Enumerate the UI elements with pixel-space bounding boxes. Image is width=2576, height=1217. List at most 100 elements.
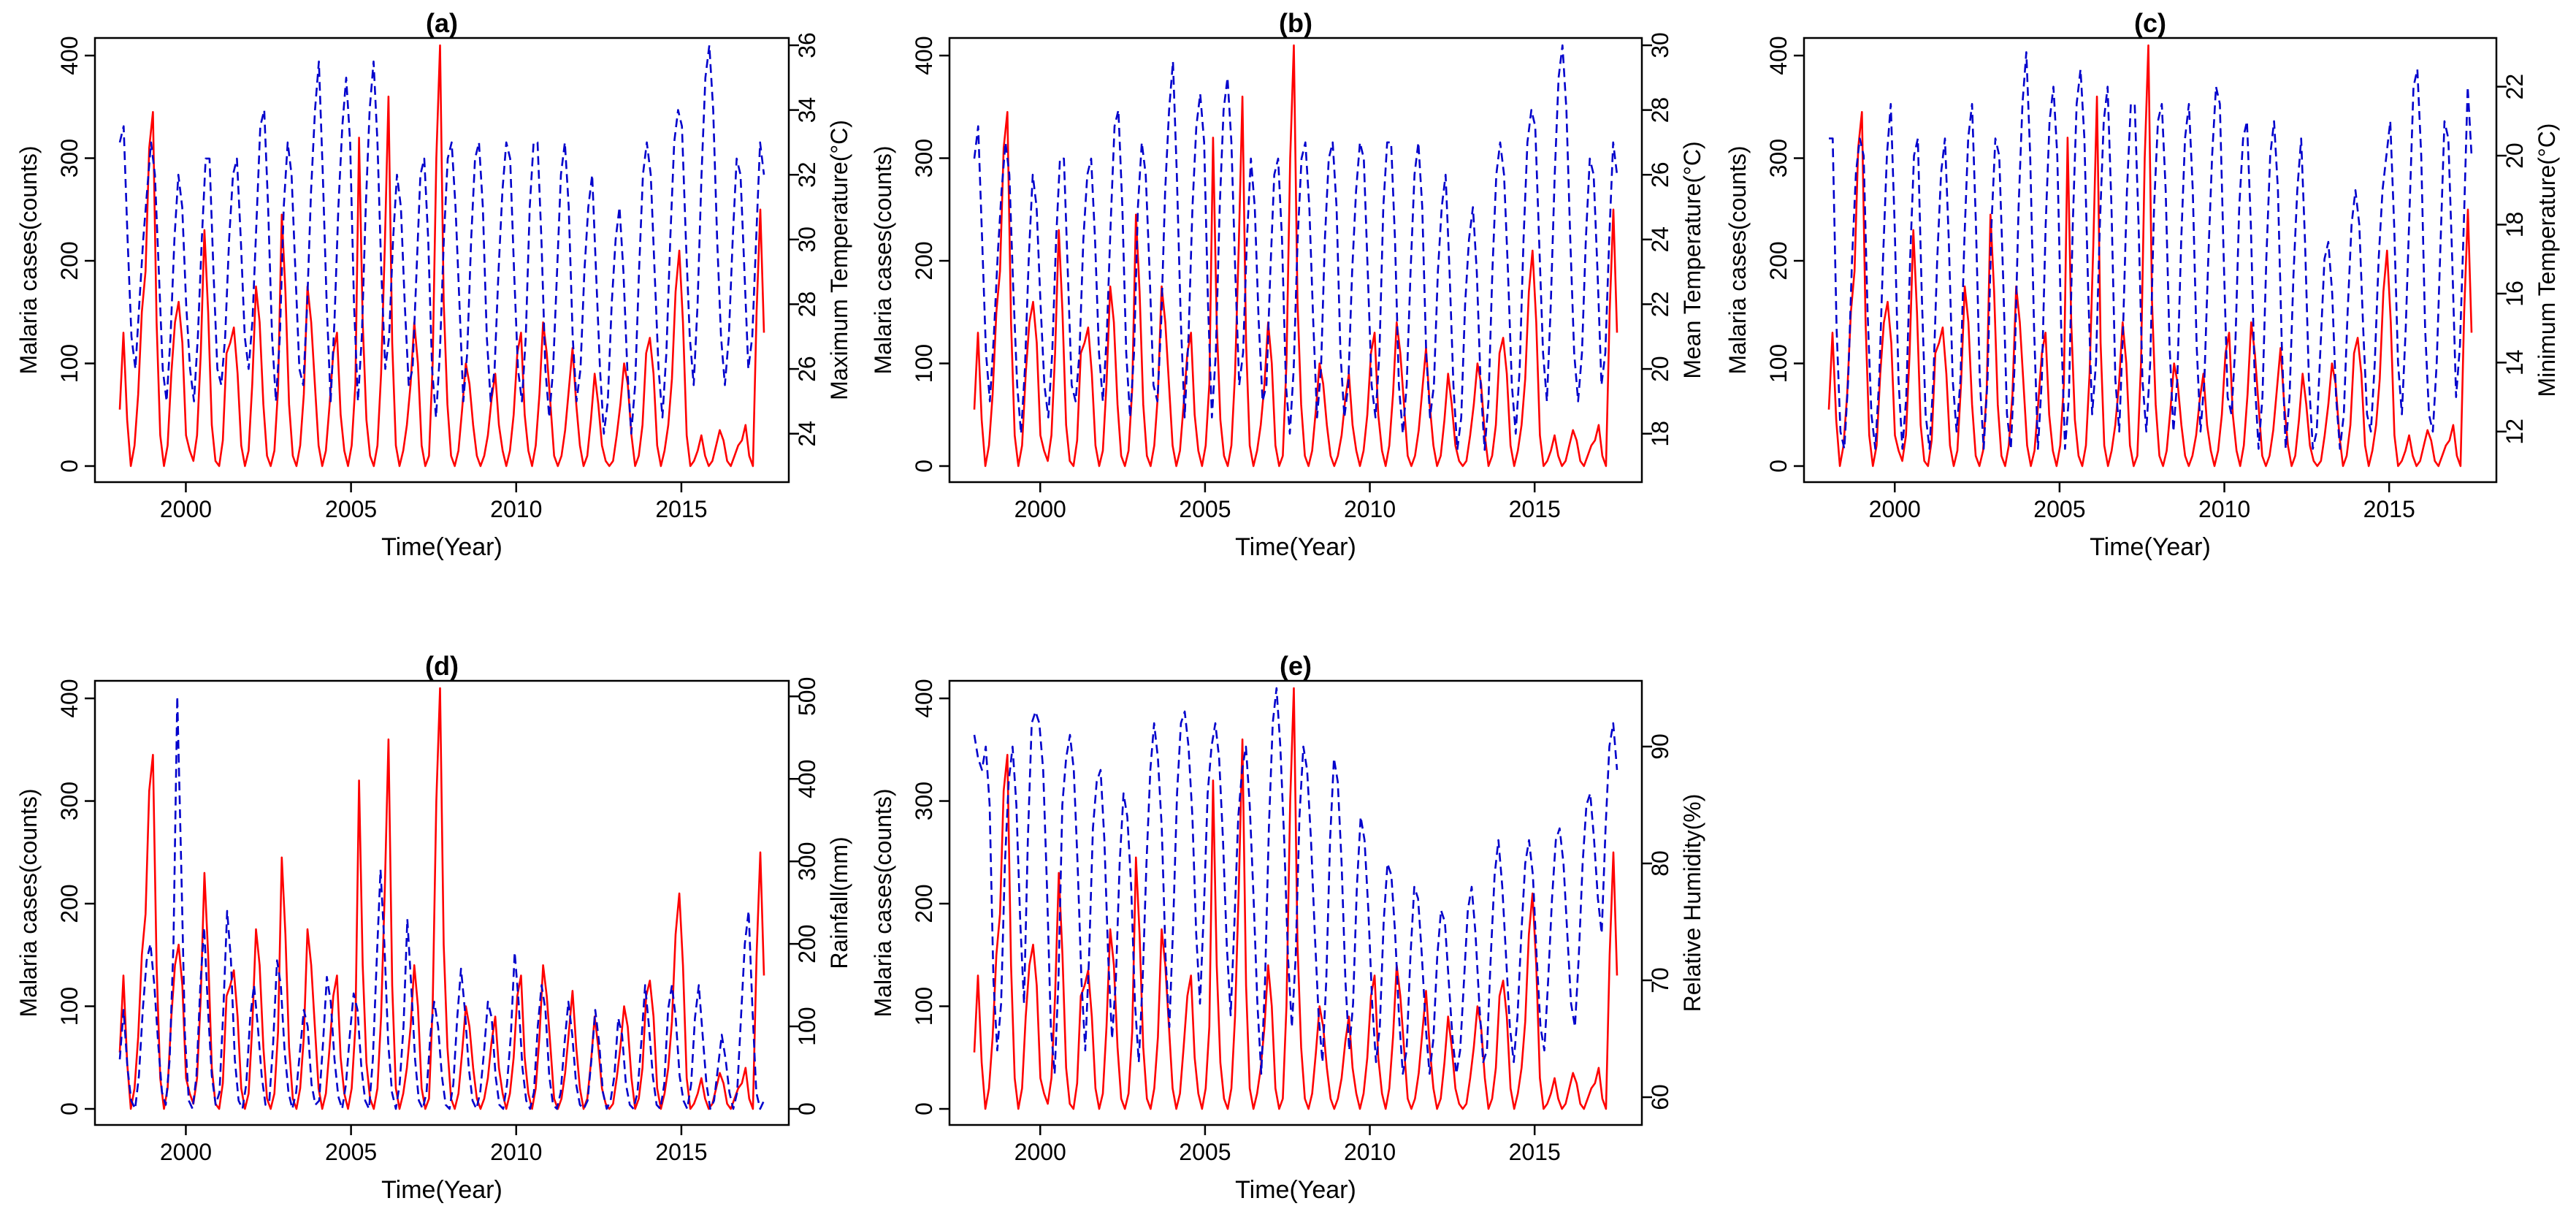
x-tick-label: 2010 xyxy=(1344,1139,1396,1165)
y-right-tick-label: 14 xyxy=(2502,350,2528,376)
x-tick-label: 2015 xyxy=(655,1139,707,1165)
chart-panel-1: (a) 2000 2005 2010 2015 Time(Year) 0 100 200 300 4… xyxy=(15,8,852,561)
y-right-tick-label: 400 xyxy=(794,760,820,798)
y-left-tick-label: 200 xyxy=(56,241,83,280)
y-right-tick-label: 100 xyxy=(794,1007,820,1045)
y-left-axis-label: Malaria cases(counts) xyxy=(15,789,42,1018)
x-tick-label: 2010 xyxy=(490,496,542,522)
y-right-tick-label: 60 xyxy=(1647,1084,1673,1110)
y-right-axis-label: Relative Humidity(%) xyxy=(1679,794,1705,1012)
series-line-malaria-cases xyxy=(118,44,765,468)
x-tick-label: 2010 xyxy=(2198,496,2250,522)
y-right-tick-label: 0 xyxy=(794,1102,820,1115)
y-right-tick-label: 30 xyxy=(794,226,820,253)
y-left-tick-label: 100 xyxy=(1765,344,1792,383)
y-left-tick-label: 0 xyxy=(911,459,937,473)
chart-panel-5: (e) 2000 2005 2010 2015 Time(Year) 0 100 200 300 4… xyxy=(870,651,1705,1204)
x-tick-label: 2015 xyxy=(1509,1139,1561,1165)
y-right-tick-label: 28 xyxy=(1647,97,1673,123)
chart-title: (c) xyxy=(2134,8,2166,38)
y-right-tick-label: 34 xyxy=(794,97,820,123)
x-tick-label: 2005 xyxy=(1179,496,1231,522)
y-left-tick-label: 0 xyxy=(56,1102,83,1115)
y-left-tick-label: 400 xyxy=(911,679,937,717)
y-right-tick-label: 22 xyxy=(2502,74,2528,100)
y-right-tick-label: 18 xyxy=(2502,212,2528,238)
chart-title: (a) xyxy=(426,8,458,38)
y-right-tick-label: 70 xyxy=(1647,967,1673,993)
x-tick-label: 2015 xyxy=(655,496,707,522)
y-left-tick-label: 300 xyxy=(56,139,83,178)
y-left-tick-label: 0 xyxy=(56,459,83,473)
y-right-tick-label: 22 xyxy=(1647,291,1673,318)
y-left-axis-label: Malaria cases(counts) xyxy=(1724,146,1751,375)
chart-panel-4: (d)2000 2005 2010 2015Time(Year)01002003004… xyxy=(15,651,852,1204)
y-right-axis-label: Mean Temperature(°C) xyxy=(1679,141,1705,378)
y-left-tick-label: 100 xyxy=(56,344,83,383)
y-left-axis-label: Malaria cases(counts) xyxy=(870,789,896,1018)
x-tick-label: 2000 xyxy=(1014,496,1066,522)
x-tick-label: 2010 xyxy=(1344,496,1396,522)
series-line-minimum-temperature xyxy=(1829,51,2473,450)
y-left-tick-label: 200 xyxy=(911,241,937,280)
x-tick-label: 2015 xyxy=(2363,496,2415,522)
x-axis-label: Time(Year) xyxy=(2090,533,2211,561)
y-left-tick-label: 300 xyxy=(911,782,937,820)
y-left-tick-label: 300 xyxy=(56,782,83,820)
y-left-tick-label: 300 xyxy=(911,139,937,178)
y-right-tick-label: 26 xyxy=(794,356,820,382)
y-right-tick-label: 24 xyxy=(1647,226,1673,253)
y-left-tick-label: 400 xyxy=(1765,36,1792,75)
y-left-axis-label: Malaria cases(counts) xyxy=(15,146,42,375)
x-axis-label: Time(Year) xyxy=(381,533,502,561)
x-axis-label: Time(Year) xyxy=(1235,1176,1356,1204)
x-tick-label: 2005 xyxy=(325,496,377,522)
chart-title: (d) xyxy=(425,651,459,681)
x-tick-label: 2015 xyxy=(1509,496,1561,522)
y-right-tick-label: 30 xyxy=(1647,32,1673,58)
y-left-tick-label: 400 xyxy=(56,679,83,717)
y-left-tick-label: 100 xyxy=(911,344,937,383)
y-right-axis-label: Minimum Temperature(°C) xyxy=(2534,123,2560,397)
x-axis-label: Time(Year) xyxy=(381,1176,502,1204)
y-right-tick-label: 200 xyxy=(794,924,820,963)
series-line-maximum-temperature xyxy=(118,44,765,435)
y-left-axis-label: Malaria cases(counts) xyxy=(870,146,896,375)
x-tick-label: 2005 xyxy=(1179,1139,1231,1165)
y-right-axis-label: Rainfall(mm) xyxy=(826,836,852,969)
y-right-tick-label: 24 xyxy=(794,421,820,447)
chart-panel-2: (b) 2000 2005 2010 2015 Time(Year) 0 100 200 300 4… xyxy=(870,8,1705,561)
x-tick-label: 2010 xyxy=(490,1139,542,1165)
y-left-tick-label: 100 xyxy=(911,987,937,1026)
y-left-tick-label: 200 xyxy=(56,884,83,923)
chart-title: (b) xyxy=(1279,8,1312,38)
y-right-tick-label: 20 xyxy=(1647,356,1673,382)
y-right-tick-label: 36 xyxy=(794,32,820,58)
chart-title: (e) xyxy=(1280,651,1312,681)
x-tick-label: 2000 xyxy=(1869,496,1921,522)
x-tick-label: 2000 xyxy=(1014,1139,1066,1165)
y-right-tick-label: 500 xyxy=(794,677,820,716)
y-right-tick-label: 80 xyxy=(1647,850,1673,877)
y-left-tick-label: 100 xyxy=(56,987,83,1026)
y-right-tick-label: 90 xyxy=(1647,733,1673,760)
y-right-tick-label: 18 xyxy=(1647,421,1673,447)
y-left-tick-label: 0 xyxy=(911,1102,937,1115)
y-left-tick-label: 400 xyxy=(911,36,937,75)
y-left-tick-label: 200 xyxy=(911,884,937,923)
y-right-tick-label: 16 xyxy=(2502,281,2528,307)
y-left-tick-label: 200 xyxy=(1765,241,1792,280)
x-axis-label: Time(Year) xyxy=(1235,533,1356,561)
y-right-tick-label: 12 xyxy=(2502,419,2528,445)
y-right-tick-label: 28 xyxy=(794,291,820,318)
series-line-mean-temperature xyxy=(973,44,1618,451)
chart-panel-3: (c) 2000 2005 2010 2015 Time(Year) 0 100 200 300 4… xyxy=(1724,8,2560,561)
y-right-tick-label: 300 xyxy=(794,842,820,880)
x-tick-label: 2000 xyxy=(160,496,212,522)
y-right-tick-label: 32 xyxy=(794,161,820,188)
y-left-tick-label: 0 xyxy=(1765,459,1792,473)
series-line-malaria-cases xyxy=(1827,44,2473,468)
y-right-tick-label: 20 xyxy=(2502,142,2528,169)
